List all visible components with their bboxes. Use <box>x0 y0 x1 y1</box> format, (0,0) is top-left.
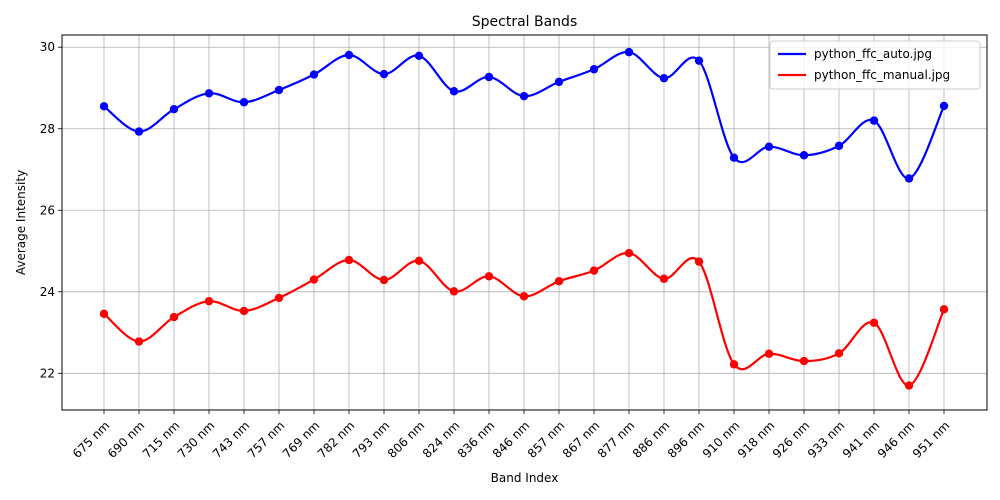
data-point <box>939 305 949 314</box>
data-point <box>554 276 564 286</box>
data-point <box>659 274 669 283</box>
data-point <box>624 47 634 57</box>
legend-box <box>769 40 981 90</box>
series-2 <box>99 248 949 390</box>
data-point <box>204 296 214 306</box>
data-point <box>799 151 809 160</box>
data-point <box>554 77 564 87</box>
y-tick-label: 22 <box>40 366 55 380</box>
data-point <box>274 293 284 303</box>
legend-label: python_ffc_manual.jpg <box>814 68 950 82</box>
data-point <box>589 266 599 275</box>
y-tick-label: 26 <box>40 203 55 217</box>
data-point <box>694 56 704 65</box>
data-point <box>869 318 879 327</box>
y-tick-label: 24 <box>40 285 55 299</box>
x-axis-label: Band Index <box>491 471 559 485</box>
data-point <box>834 141 844 151</box>
data-point <box>484 72 494 82</box>
data-point <box>239 306 249 316</box>
legend-label: python_ffc_auto.jpg <box>814 47 932 61</box>
data-point <box>764 349 774 358</box>
data-point <box>729 153 739 162</box>
data-point <box>274 85 284 95</box>
chart-title: Spectral Bands <box>472 14 578 30</box>
data-point <box>449 287 459 296</box>
data-point <box>869 116 879 125</box>
data-point <box>99 309 109 319</box>
series-1 <box>99 47 949 183</box>
data-point <box>834 349 844 358</box>
data-point <box>169 104 179 114</box>
series-layer <box>99 47 949 390</box>
y-tick-label: 28 <box>40 122 55 136</box>
data-point <box>519 292 529 301</box>
grid <box>62 35 987 410</box>
y-tick-label: 30 <box>40 40 55 54</box>
data-point <box>134 127 144 136</box>
data-point <box>519 91 529 101</box>
data-point <box>379 275 389 285</box>
legend: python_ffc_auto.jpg python_ffc_manual.jpg <box>769 40 981 90</box>
data-point <box>729 360 739 369</box>
y-axis-label: Average Intensity <box>14 170 28 275</box>
data-point <box>204 89 214 98</box>
data-point <box>694 257 704 266</box>
plot-frame <box>61 34 988 411</box>
data-point <box>309 70 319 79</box>
data-point <box>99 102 109 111</box>
data-point <box>764 142 774 151</box>
data-point <box>799 356 809 366</box>
data-point <box>239 98 249 107</box>
data-point <box>659 74 669 83</box>
data-point <box>169 312 179 322</box>
data-point <box>904 174 914 183</box>
data-point <box>484 272 494 281</box>
data-point <box>344 50 354 60</box>
data-point <box>939 101 949 111</box>
y-axis: 22 24 26 28 30 <box>40 40 62 380</box>
data-point <box>344 255 354 265</box>
data-point <box>904 381 914 390</box>
data-point <box>379 69 389 79</box>
data-point <box>624 248 634 258</box>
data-point <box>414 256 424 266</box>
data-point <box>414 51 424 60</box>
data-point <box>449 87 459 96</box>
data-point <box>134 337 144 346</box>
data-point <box>309 275 319 284</box>
data-point <box>589 65 599 74</box>
